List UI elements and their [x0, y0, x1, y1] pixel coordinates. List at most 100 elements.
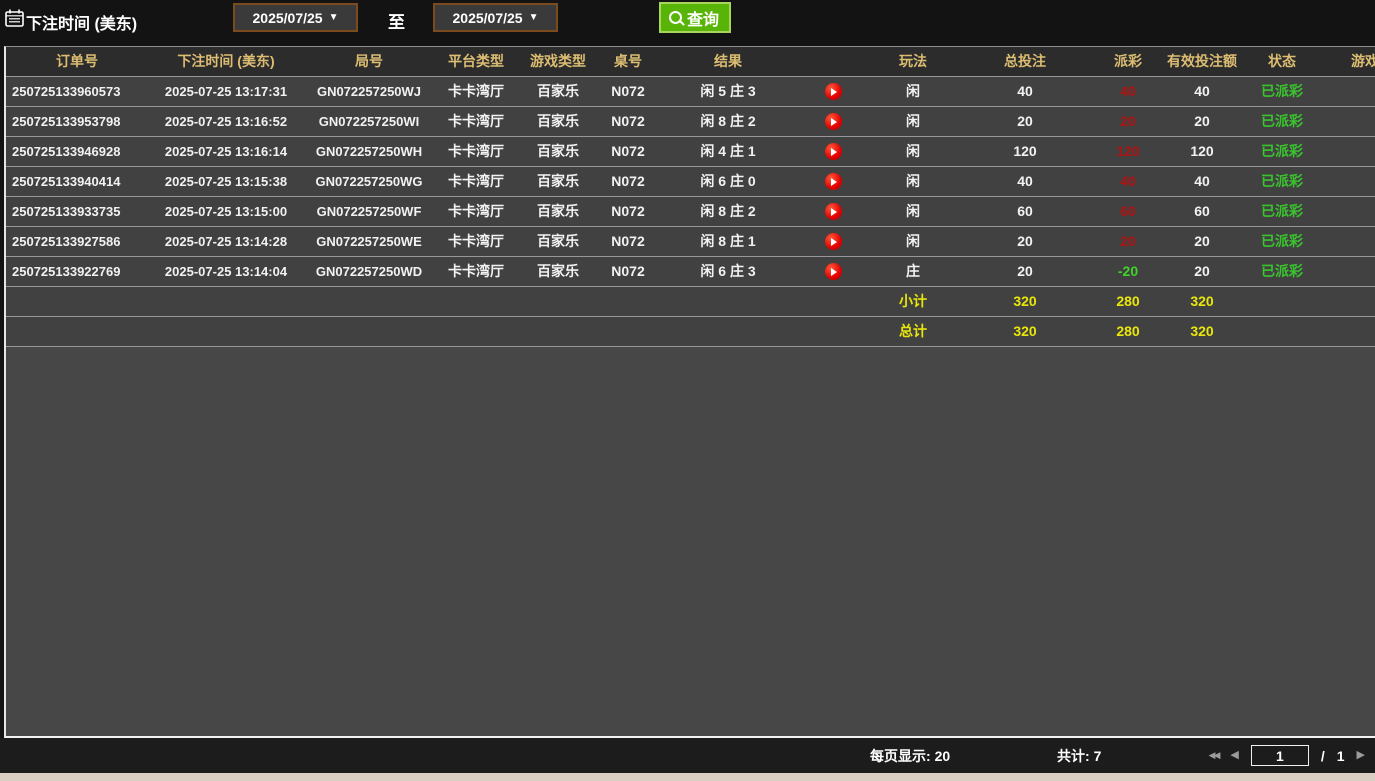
status-cell: 已派彩	[1261, 173, 1303, 189]
chevron-down-icon: ▼	[328, 12, 339, 23]
filter-label: 下注时间 (美东)	[26, 16, 138, 33]
search-button-label: 查询	[687, 11, 720, 29]
bottom-strip	[0, 773, 1375, 781]
page-input[interactable]	[1250, 745, 1309, 766]
result-cell: 闲 8 庄 1	[700, 233, 756, 249]
result-cell: 闲 8 庄 2	[700, 113, 756, 129]
round-cell: GN072257250WF	[316, 204, 422, 219]
bet-time-cell: 2025-07-25 13:14:28	[164, 234, 288, 249]
total-bet-cell: 20	[1017, 113, 1033, 129]
game-type-cell: 百家乐	[537, 263, 579, 279]
col-header-replay	[798, 47, 868, 76]
payout-cell: 40	[1120, 83, 1136, 99]
total-bet-cell: 20	[1017, 233, 1033, 249]
replay-cell	[798, 167, 868, 196]
table-no-cell: N072	[611, 83, 645, 99]
total-bet-cell: 40	[1017, 173, 1033, 189]
table-row: 250725133922769 2025-07-25 13:14:04 GN07…	[6, 257, 1375, 287]
bet-time-cell: 2025-07-25 13:14:04	[164, 264, 288, 279]
game-type-cell: 百家乐	[537, 113, 579, 129]
to-label: 至	[388, 13, 405, 32]
play-icon[interactable]	[824, 143, 842, 160]
record-count-value: 7	[1093, 748, 1102, 764]
table-no-cell: N072	[611, 173, 645, 189]
calendar-icon	[5, 9, 24, 32]
col-header-order: 订单号	[56, 53, 98, 69]
payout-cell: 40	[1120, 173, 1136, 189]
date-to-select[interactable]: 2025/07/25 ▼	[433, 3, 558, 32]
result-cell: 闲 6 庄 0	[700, 173, 756, 189]
subtotal-valid-bet: 320	[1190, 293, 1214, 309]
grand-total-valid-bet: 320	[1190, 323, 1214, 339]
play-triangle	[831, 117, 837, 126]
table-row: 250725133933735 2025-07-25 13:15:00 GN07…	[6, 197, 1375, 227]
prev-page-icon[interactable]: ◀	[1230, 749, 1239, 761]
replay-cell	[798, 227, 868, 256]
table-header-row: 订单号 下注时间 (美东) 局号 平台类型 游戏类型 桌号 结果 玩法 总投注 …	[6, 47, 1375, 77]
search-button[interactable]: 查询	[659, 2, 732, 33]
play-icon[interactable]	[824, 263, 842, 280]
status-cell: 已派彩	[1261, 233, 1303, 249]
status-cell: 已派彩	[1261, 263, 1303, 279]
replay-cell	[798, 77, 868, 106]
play-triangle	[831, 177, 837, 186]
order-cell: 250725133933735	[12, 204, 121, 219]
table-no-cell: N072	[611, 143, 645, 159]
game-mode-cell: -	[1324, 257, 1375, 286]
bet-type-cell: 闲	[906, 173, 920, 189]
play-icon[interactable]	[824, 113, 842, 130]
date-to-value: 2025/07/25	[452, 9, 523, 26]
result-cell: 闲 6 庄 3	[700, 263, 756, 279]
bet-time-cell: 2025-07-25 13:16:52	[164, 114, 288, 129]
col-header-total-bet: 总投注	[1004, 53, 1046, 69]
subtotal-empty-status	[1240, 287, 1324, 316]
payout-cell: 120	[1116, 143, 1140, 159]
round-cell: GN072257250WH	[315, 144, 423, 159]
play-triangle	[831, 87, 837, 96]
per-page-label: 每页显示:	[870, 748, 931, 764]
play-icon[interactable]	[824, 173, 842, 190]
first-page-icon[interactable]: ◀◀	[1208, 750, 1221, 760]
platform-cell: 卡卡湾厅	[448, 83, 504, 99]
order-cell: 250725133960573	[12, 84, 121, 99]
total-bet-cell: 40	[1017, 83, 1033, 99]
grand-total-payout: 280	[1116, 323, 1140, 339]
game-mode-cell: -	[1324, 167, 1375, 196]
date-from-select[interactable]: 2025/07/25 ▼	[233, 3, 358, 32]
bet-type-cell: 闲	[906, 203, 920, 219]
bet-time-cell: 2025-07-25 13:17:31	[164, 84, 288, 99]
bet-time-cell: 2025-07-25 13:15:38	[164, 174, 288, 189]
total-bet-cell: 120	[1013, 143, 1037, 159]
date-from-value: 2025/07/25	[252, 9, 323, 26]
platform-cell: 卡卡湾厅	[448, 113, 504, 129]
round-cell: GN072257250WD	[315, 264, 423, 279]
bet-type-cell: 闲	[906, 143, 920, 159]
platform-cell: 卡卡湾厅	[448, 143, 504, 159]
col-header-result: 结果	[714, 53, 742, 69]
col-header-bet-type: 玩法	[899, 53, 927, 69]
play-icon[interactable]	[824, 233, 842, 250]
status-cell: 已派彩	[1261, 143, 1303, 159]
table-row: 250725133927586 2025-07-25 13:14:28 GN07…	[6, 227, 1375, 257]
col-header-round: 局号	[355, 53, 383, 69]
play-icon[interactable]	[824, 83, 842, 100]
replay-cell	[798, 137, 868, 166]
table-no-cell: N072	[611, 263, 645, 279]
bet-time-cell: 2025-07-25 13:15:00	[164, 204, 288, 219]
bet-type-cell: 庄	[906, 263, 920, 279]
table-no-cell: N072	[611, 233, 645, 249]
next-page-icon[interactable]: ▶	[1356, 749, 1365, 761]
grand-total-total-bet: 320	[1013, 323, 1037, 339]
order-cell: 250725133953798	[12, 114, 121, 129]
order-cell: 250725133927586	[12, 234, 121, 249]
total-bet-cell: 60	[1017, 203, 1033, 219]
play-triangle	[831, 207, 837, 216]
game-mode-cell: -	[1324, 137, 1375, 166]
game-type-cell: 百家乐	[537, 203, 579, 219]
game-type-cell: 百家乐	[537, 143, 579, 159]
subtotal-label: 小计	[899, 293, 927, 309]
game-type-cell: 百家乐	[537, 173, 579, 189]
subtotal-payout: 280	[1116, 293, 1140, 309]
order-cell: 250725133922769	[12, 264, 121, 279]
play-icon[interactable]	[824, 203, 842, 220]
